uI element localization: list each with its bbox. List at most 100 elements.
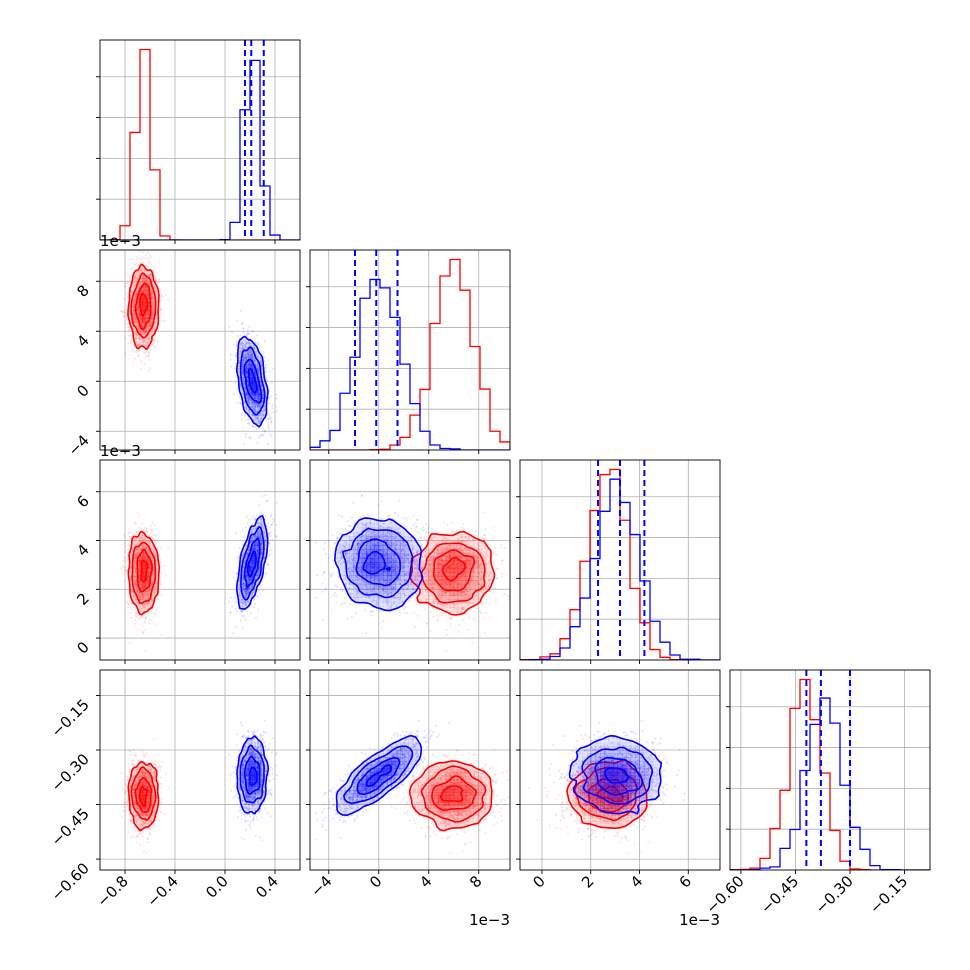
scatter-point [138,263,141,266]
density-cell [242,364,244,369]
density-cell [260,415,262,420]
scatter-point [128,277,131,280]
density-cell [143,322,146,327]
scatter-point [127,325,130,328]
scatter-point [138,250,141,253]
scatter-point [246,352,249,355]
scatter-point [243,401,246,404]
density-cell [140,290,143,295]
scatter-point [256,367,259,370]
density-cell [142,330,145,335]
scatter-point [135,335,138,338]
density-cell [137,286,140,291]
histogram-param1-series1 [310,278,510,450]
density-cell [134,298,137,303]
density-cell [134,270,137,275]
scatter-point [120,543,123,546]
scatter-point [142,538,145,541]
scatter-point [245,393,248,396]
scatter-point [242,378,245,381]
density-cell [237,364,240,369]
scatter-point [248,343,251,346]
scatter-point [144,330,147,333]
scatter-point [133,581,136,584]
scatter-point [135,293,138,296]
density-cell [264,385,267,391]
scatter-point [153,339,156,342]
scatter-point [245,369,248,372]
scatter-point [236,319,239,322]
scatter-point [261,409,264,412]
scatter-point [254,372,257,375]
scatter-point [239,343,242,346]
density-cell [258,355,261,361]
scatter-point [253,345,256,348]
scatter-point [266,359,269,362]
scatter-point [141,539,144,542]
scatter-point [128,329,131,332]
scatter-point [252,419,255,422]
scatter-point [241,364,244,367]
scatter-point [256,342,259,345]
scatter-point [147,614,150,617]
scatter-point [246,399,249,402]
scatter-point [124,548,127,551]
density-cell [148,314,151,319]
density-cell [155,294,158,299]
density-cell [248,343,250,348]
scatter-point [245,365,248,368]
scatter-point [129,274,132,277]
scatter-point [249,399,252,402]
scatter-point [151,581,154,584]
scatter-point [255,461,257,463]
density-cell [251,355,253,361]
scatter-point [142,585,145,588]
density-cell [136,322,139,327]
scatter-point [243,343,246,346]
scatter-point [141,341,144,344]
scatter-point [243,386,246,389]
scatter-point [251,353,254,356]
scatter-point [150,599,153,602]
scatter-point [142,585,145,588]
scatter-point [146,592,149,595]
scatter-point [262,390,265,393]
scatter-point [235,345,238,348]
density-cell [245,372,247,378]
scatter-point [134,569,137,572]
scatter-point [135,590,138,593]
scatter-point [142,554,145,557]
scatter-point [249,354,252,357]
scatter-point [126,555,129,558]
scatter-point [140,587,143,590]
scatter-point [142,278,145,281]
scatter-point [261,398,264,401]
scatter-point [124,566,127,569]
scatter-point [252,405,255,408]
scatter-point [134,563,137,566]
density-cell [239,360,241,365]
scatter-point [152,304,155,307]
scatter-point [252,403,255,406]
scatter-point [145,319,148,322]
scatter-point [140,592,143,595]
scatter-point [244,367,247,370]
scatter-point [269,433,272,436]
scatter-point [267,426,270,429]
scatter-point [143,270,146,273]
density-cell [260,364,262,369]
scatter-point [139,597,142,600]
density-cell [130,290,133,295]
scatter-point [137,306,140,309]
scatter-point [147,281,150,284]
density-cell [249,343,252,348]
scatter-point [150,585,153,588]
scatter-point [153,346,156,349]
scatter-point [143,596,146,599]
density-cell [134,282,137,287]
scatter-point [143,363,146,366]
density-cell [134,334,137,339]
scatter-point [260,363,263,366]
scatter-point [144,286,147,289]
scatter-point [270,395,273,398]
